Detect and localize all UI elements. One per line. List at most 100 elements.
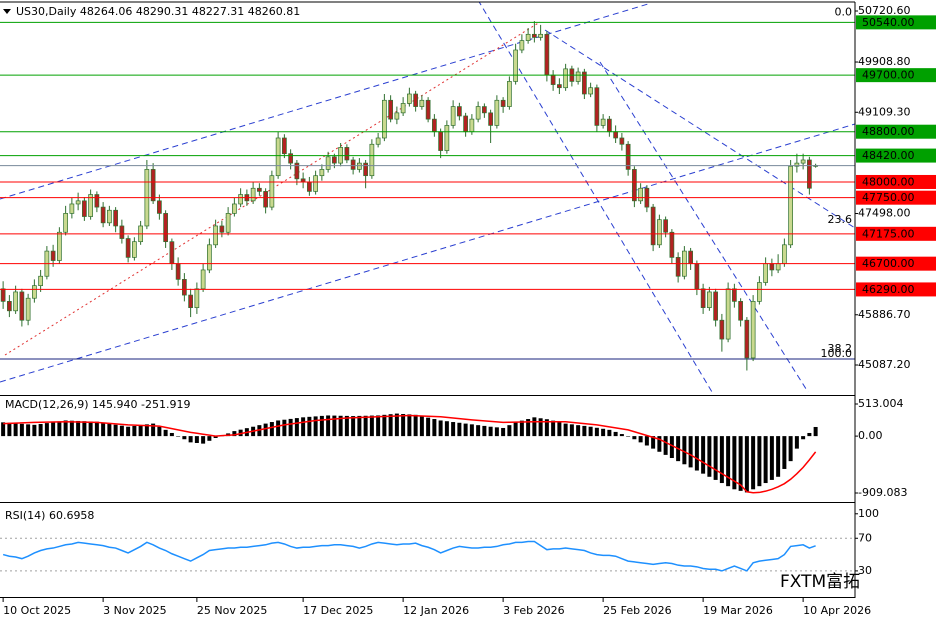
candle-body [157,200,162,214]
macd-bar [101,422,106,437]
macd-bar [413,414,418,437]
macd-title: MACD(12,26,9) 145.940 -251.919 [5,398,190,411]
macd-bar [357,415,362,437]
macd-bar [444,421,449,437]
macd-bar [513,422,518,437]
level-label: 49700.00 [862,69,915,82]
candle-body [588,87,593,95]
candle-body [725,288,731,340]
macd-bar [488,426,493,437]
macd-bar [519,420,524,437]
macd-bar [282,419,287,437]
candle-body [213,225,218,246]
macd-bar [657,436,662,452]
candle-body [169,241,175,265]
macd-bar [13,423,18,437]
candle-body [444,125,450,151]
fib-label: 100.0 [821,347,853,360]
candle-body [7,301,12,312]
candle-body [207,244,212,271]
candle-body [750,301,756,359]
macd-bar [7,422,12,437]
macd-bar [532,417,537,437]
candle-body [32,285,37,299]
level-tag [856,174,936,189]
candle-body [57,231,62,261]
level-tag [856,256,936,271]
x-tick-label: 10 Oct 2025 [3,604,71,617]
candle-body [69,203,75,214]
macd-bar [438,420,443,437]
candle-body [694,263,700,290]
macd-bar [119,425,124,437]
fib-label: 38.2 [828,342,853,355]
macd-bar [107,423,112,437]
candle-body [769,263,775,271]
macd-bar [44,423,49,437]
candle-body [188,294,193,309]
candle-body [782,244,787,265]
candle-body [182,279,187,296]
candle-body [757,282,762,302]
macd-bar [744,436,749,493]
macd-bar [369,415,374,437]
candle-body [550,74,556,85]
level-label: 46700.00 [862,257,915,270]
level-tag [856,190,936,205]
x-tick-label: 10 Apr 2026 [803,604,871,617]
macd-bar [588,426,593,437]
macd-bar [669,436,674,459]
candle-body [19,291,25,321]
candle-body [794,162,800,167]
macd-bar [269,422,274,437]
macd-bar [288,418,293,437]
candle-body [738,301,743,321]
level-tag [856,15,936,30]
candle-body [650,206,656,246]
macd-bar [301,417,306,437]
channel-lower [0,123,855,383]
macd-bar [601,428,606,437]
trend-line [599,61,809,393]
macd-bar [613,431,618,437]
macd-bar [426,417,431,437]
candle-body [88,194,93,217]
candle-body [613,131,618,139]
y-tick-label: -909.083 [858,486,907,499]
candle-body [544,33,550,76]
x-tick-label: 3 Feb 2026 [503,604,564,617]
macd-bar [169,432,174,437]
y-tick-label: 100 [858,507,879,520]
macd-bar [526,419,531,437]
candle-body [163,213,168,243]
candle-body [482,106,487,114]
y-tick-label: 45886.70 [858,308,911,321]
layer: 50720.60 49908.80 49109.30 47498.00 45886.70… [0,4,936,617]
candle-body [732,288,737,302]
candle-body [319,169,325,177]
fib-label: 0.0 [835,5,853,18]
candle-body [438,131,443,151]
candle-body [713,291,718,321]
candle-body [800,159,806,164]
macd-bar [538,418,543,437]
macd-bar [201,436,206,444]
candle-body [775,263,781,271]
macd-bar [651,436,656,449]
candle-body [325,156,331,170]
candle-body [463,115,468,133]
macd-bar [569,424,574,437]
macd-bar [257,425,262,437]
macd-bar [63,420,68,437]
macd-bar [607,429,612,437]
macd-bar [144,424,149,437]
candle-body [100,206,106,224]
macd-bar [738,436,743,491]
macd-bar [76,420,81,437]
candle-body [494,99,500,126]
candle-body [275,137,281,177]
macd-bar [632,436,637,440]
y-tick-label: 70 [858,531,872,544]
x-tick-label: 25 Nov 2025 [197,604,267,617]
